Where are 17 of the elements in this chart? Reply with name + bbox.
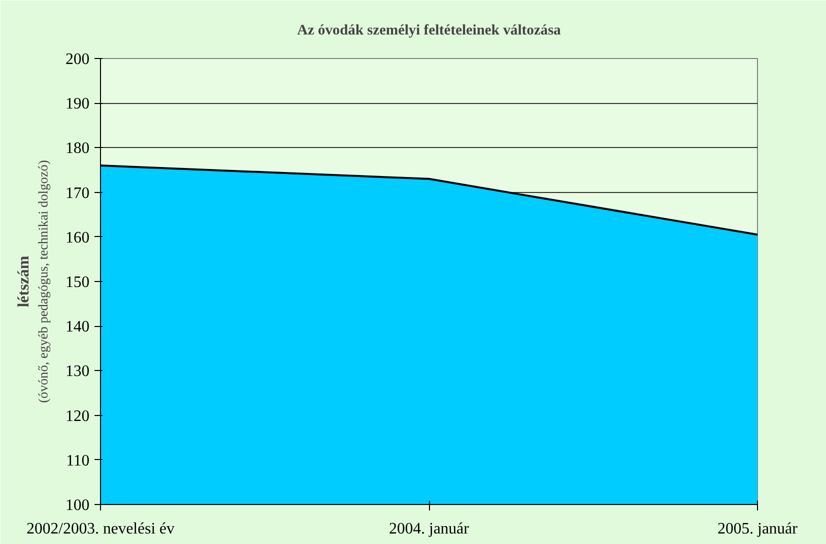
chart-title: Az óvodák személyi feltételeinek változása bbox=[297, 22, 562, 38]
y-tick-label: 140 bbox=[66, 318, 90, 336]
y-tick-label: 200 bbox=[66, 51, 90, 68]
y-tick-label: 190 bbox=[66, 96, 90, 113]
x-tick-label: 2002/2003. nevelési év bbox=[26, 520, 174, 538]
text: (óvónő, egyéb pedagógus, technikai dolgozó) bbox=[36, 160, 50, 403]
x-tick-label: 2005. január bbox=[718, 520, 798, 538]
x-tick-label: 2004. január bbox=[389, 520, 470, 538]
y-tick-label: 120 bbox=[66, 408, 90, 425]
y-tick-label: 100 bbox=[66, 497, 90, 514]
y-tick-label: 180 bbox=[66, 140, 90, 158]
y-tick-label: 150 bbox=[66, 274, 90, 291]
y-tick-label: 160 bbox=[66, 229, 90, 246]
y-axis-title: létszám bbox=[16, 255, 32, 308]
y-tick-label: 170 bbox=[66, 184, 90, 202]
y-tick-label: 110 bbox=[66, 452, 90, 470]
y-tick-label: 130 bbox=[66, 363, 90, 380]
